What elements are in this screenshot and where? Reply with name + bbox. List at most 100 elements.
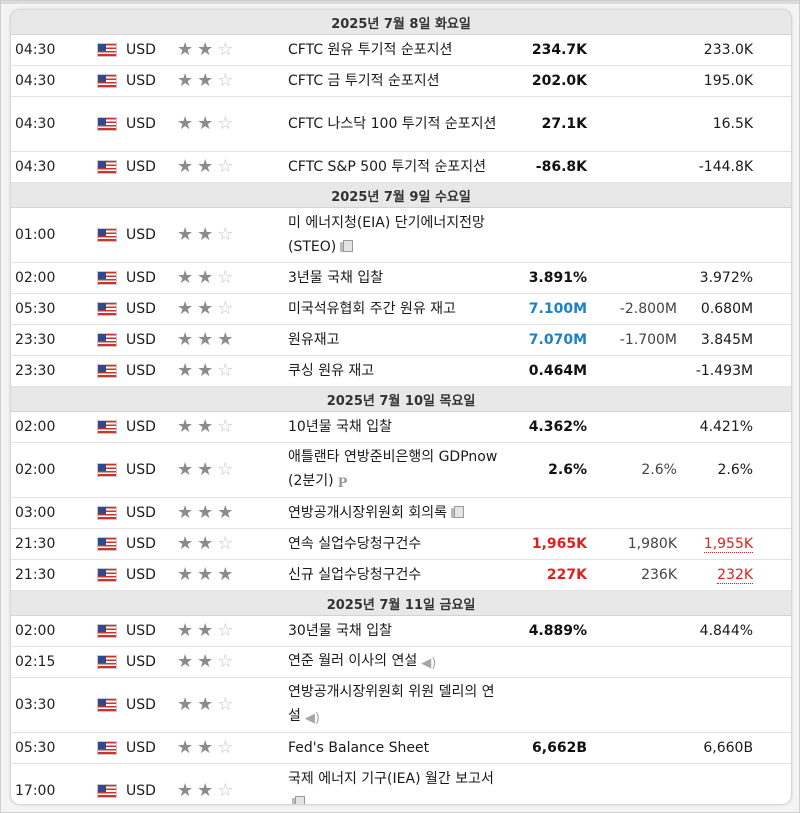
event-name-cell[interactable]: 연방공개시장위원회 회의록 <box>284 497 509 529</box>
event-row[interactable]: 04:30 USD ★ ★ ☆ CFTC 나스닥 100 투기적 순포지션 27.1K 16.… <box>11 96 791 152</box>
event-name-cell[interactable]: Fed's Balance Sheet <box>284 732 509 764</box>
event-name-link[interactable]: 미 에너지청(EIA) 단기에너지전망(STEO) <box>288 215 485 255</box>
event-actual <box>509 763 589 804</box>
event-name-link[interactable]: 연준 월러 이사의 연설 <box>288 652 418 669</box>
star-filled-icon: ★ <box>177 70 194 91</box>
event-row[interactable]: 02:00 USD ★ ★ ☆ 애틀랜타 연방준비은행의 GDPnow (2분기) P 2.6… <box>11 442 791 498</box>
event-time: 02:15 <box>11 646 94 678</box>
event-name-cell[interactable]: 국제 에너지 기구(IEA) 월간 보고서 <box>284 763 509 804</box>
event-currency-cell: USD <box>94 293 174 325</box>
event-currency: USD <box>126 536 156 552</box>
event-name-cell[interactable]: CFTC 원유 투기적 순포지션 <box>284 34 509 66</box>
event-name-link[interactable]: 연방공개시장위원회 위원 델리의 연설 <box>288 683 495 724</box>
event-actual <box>509 207 589 263</box>
economic-calendar-panel: 2025년 7월 8일 화요일 04:30 USD ★ ★ ☆ CFTC 원유 투기적 순포… <box>10 9 792 805</box>
event-name-cell[interactable]: CFTC 금 투기적 순포지션 <box>284 65 509 97</box>
event-importance: ★ ★ ☆ <box>174 411 284 443</box>
event-name-link[interactable]: 애틀랜타 연방준비은행의 GDPnow (2분기) <box>288 448 498 489</box>
day-header-date: 2025년 7월 11일 금요일 <box>11 590 791 616</box>
event-row[interactable]: 21:30 USD ★ ★ ★ 신규 실업수당청구건수 227K 236K 232K <box>11 559 791 591</box>
event-row[interactable]: 23:30 USD ★ ★ ☆ 쿠싱 원유 재고 0.464M -1.493M <box>11 355 791 387</box>
event-name-cell[interactable]: 연방공개시장위원회 위원 델리의 연설 ◀) <box>284 677 509 733</box>
event-name-link[interactable]: 미국석유협회 주간 원유 재고 <box>288 301 456 317</box>
event-name-link[interactable]: Fed's Balance Sheet <box>288 740 430 756</box>
star-empty-icon: ☆ <box>217 267 234 288</box>
event-importance: ★ ★ ☆ <box>174 646 284 678</box>
event-name-link[interactable]: 연속 실업수당청구건수 <box>288 536 422 552</box>
event-name-link[interactable]: 3년물 국채 입찰 <box>288 270 384 286</box>
event-name-cell[interactable]: 애틀랜타 연방준비은행의 GDPnow (2분기) P <box>284 442 509 498</box>
event-name-cell[interactable]: 미 에너지청(EIA) 단기에너지전망(STEO) <box>284 207 509 263</box>
event-name-cell[interactable]: 30년물 국채 입찰 <box>284 615 509 647</box>
event-name-cell[interactable]: 연준 월러 이사의 연설 ◀) <box>284 646 509 678</box>
event-name-cell[interactable]: 신규 실업수당청구건수 <box>284 559 509 591</box>
event-name-cell[interactable]: 연속 실업수당청구건수 <box>284 528 509 560</box>
event-currency-cell: USD <box>94 262 174 294</box>
event-currency: USD <box>126 697 156 713</box>
event-row[interactable]: 02:00 USD ★ ★ ☆ 3년물 국채 입찰 3.891% 3.972% <box>11 262 791 294</box>
star-filled-icon: ★ <box>197 416 214 437</box>
event-name-link[interactable]: 국제 에너지 기구(IEA) 월간 보고서 <box>288 771 494 787</box>
event-row[interactable]: 02:15 USD ★ ★ ☆ 연준 월러 이사의 연설 ◀) <box>11 646 791 678</box>
event-row[interactable]: 04:30 USD ★ ★ ☆ CFTC 금 투기적 순포지션 202.0K 195.0K <box>11 65 791 97</box>
event-time: 23:30 <box>11 355 94 387</box>
event-previous-value: 3.845M <box>700 332 754 348</box>
event-actual: 202.0K <box>509 65 589 97</box>
event-name-cell[interactable]: 쿠싱 원유 재고 <box>284 355 509 387</box>
event-importance: ★ ★ ☆ <box>174 65 284 97</box>
event-name-cell[interactable]: 10년물 국채 입찰 <box>284 411 509 443</box>
event-row[interactable]: 04:30 USD ★ ★ ☆ CFTC S&P 500 투기적 순포지션 -86.8K -1… <box>11 151 791 183</box>
event-name-cell[interactable]: 3년물 국채 입찰 <box>284 262 509 294</box>
event-name-link[interactable]: 10년물 국채 입찰 <box>288 419 392 435</box>
event-row[interactable]: 01:00 USD ★ ★ ☆ 미 에너지청(EIA) 단기에너지전망(STEO) <box>11 207 791 263</box>
star-filled-icon: ★ <box>197 459 214 480</box>
event-row[interactable]: 17:00 USD ★ ★ ☆ 국제 에너지 기구(IEA) 월간 보고서 <box>11 763 791 804</box>
event-name-link[interactable]: CFTC 나스닥 100 투기적 순포지션 <box>288 116 497 132</box>
event-name-cell[interactable]: 원유재고 <box>284 324 509 356</box>
event-row[interactable]: 03:30 USD ★ ★ ☆ 연방공개시장위원회 위원 델리의 연설 ◀) <box>11 677 791 733</box>
us-flag-icon <box>97 624 117 638</box>
event-name-link[interactable]: 신규 실업수당청구건수 <box>288 567 422 583</box>
event-name-link[interactable]: CFTC 원유 투기적 순포지션 <box>288 42 453 58</box>
event-currency: USD <box>126 783 156 799</box>
event-row[interactable]: 23:30 USD ★ ★ ★ 원유재고 7.070M -1.700M 3.845M <box>11 324 791 356</box>
event-currency: USD <box>126 462 156 478</box>
star-filled-icon: ★ <box>177 651 194 672</box>
event-importance: ★ ★ ☆ <box>174 96 284 152</box>
event-previous-value: -144.8K <box>698 159 754 175</box>
event-importance: ★ ★ ★ <box>174 324 284 356</box>
star-filled-icon: ★ <box>177 533 194 554</box>
event-name-link[interactable]: 원유재고 <box>288 332 340 348</box>
event-row[interactable]: 03:00 USD ★ ★ ★ 연방공개시장위원회 회의록 <box>11 497 791 529</box>
event-currency: USD <box>126 227 156 243</box>
event-row[interactable]: 05:30 USD ★ ★ ☆ 미국석유협회 주간 원유 재고 7.100M -2.800M 0… <box>11 293 791 325</box>
star-empty-icon: ☆ <box>217 459 234 480</box>
event-name-link[interactable]: 30년물 국채 입찰 <box>288 623 392 639</box>
event-row[interactable]: 21:30 USD ★ ★ ☆ 연속 실업수당청구건수 1,965K 1,980K 1,955K <box>11 528 791 560</box>
event-row[interactable]: 02:00 USD ★ ★ ☆ 10년물 국채 입찰 4.362% 4.421% <box>11 411 791 443</box>
us-flag-icon <box>97 537 117 551</box>
event-row[interactable]: 05:30 USD ★ ★ ☆ Fed's Balance Sheet 6,662B 6,66… <box>11 732 791 764</box>
event-name-link[interactable]: CFTC S&P 500 투기적 순포지션 <box>288 159 487 175</box>
event-previous <box>679 763 791 804</box>
event-row[interactable]: 02:00 USD ★ ★ ☆ 30년물 국채 입찰 4.889% 4.844% <box>11 615 791 647</box>
event-actual: 7.070M <box>509 324 589 356</box>
event-name-cell[interactable]: CFTC S&P 500 투기적 순포지션 <box>284 151 509 183</box>
event-importance: ★ ★ ☆ <box>174 151 284 183</box>
event-previous-value: 233.0K <box>703 42 754 58</box>
star-empty-icon: ☆ <box>217 298 234 319</box>
event-forecast <box>589 763 679 804</box>
event-currency: USD <box>126 73 156 89</box>
event-name-link[interactable]: CFTC 금 투기적 순포지션 <box>288 73 440 89</box>
event-name-cell[interactable]: 미국석유협회 주간 원유 재고 <box>284 293 509 325</box>
star-filled-icon: ★ <box>217 564 234 585</box>
event-previous: 4.421% <box>679 411 791 443</box>
event-name-link[interactable]: 연방공개시장위원회 회의록 <box>288 505 448 521</box>
event-forecast <box>589 615 679 647</box>
event-row[interactable]: 04:30 USD ★ ★ ☆ CFTC 원유 투기적 순포지션 234.7K 233.0K <box>11 34 791 66</box>
event-currency-cell: USD <box>94 65 174 97</box>
event-name-cell[interactable]: CFTC 나스닥 100 투기적 순포지션 <box>284 96 509 152</box>
event-forecast <box>589 411 679 443</box>
event-time: 04:30 <box>11 96 94 152</box>
event-name-link[interactable]: 쿠싱 원유 재고 <box>288 363 375 379</box>
